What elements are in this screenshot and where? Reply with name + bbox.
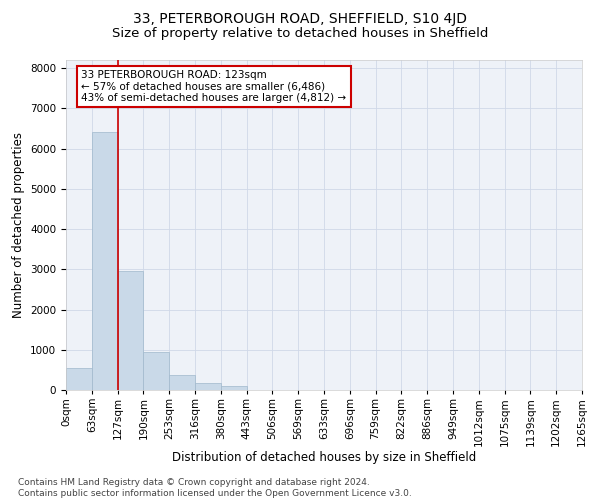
Bar (66, 368, 92, 390)
Bar (169, 375, 195, 390)
Text: Contains HM Land Registry data © Crown copyright and database right 2024.
Contai: Contains HM Land Registry data © Crown c… (18, 478, 412, 498)
Bar (92, 132, 118, 390)
Text: 33 PETERBOROUGH ROAD: 123sqm
← 57% of detached houses are smaller (6,486)
43% of: 33 PETERBOROUGH ROAD: 123sqm ← 57% of de… (82, 70, 347, 103)
Bar (143, 352, 169, 390)
Text: Size of property relative to detached houses in Sheffield: Size of property relative to detached ho… (112, 28, 488, 40)
Text: 33, PETERBOROUGH ROAD, SHEFFIELD, S10 4JD: 33, PETERBOROUGH ROAD, SHEFFIELD, S10 4J… (133, 12, 467, 26)
Bar (221, 386, 247, 390)
Bar (195, 383, 221, 390)
Y-axis label: Number of detached properties: Number of detached properties (11, 132, 25, 318)
Bar (118, 272, 143, 390)
X-axis label: Distribution of detached houses by size in Sheffield: Distribution of detached houses by size … (172, 452, 476, 464)
